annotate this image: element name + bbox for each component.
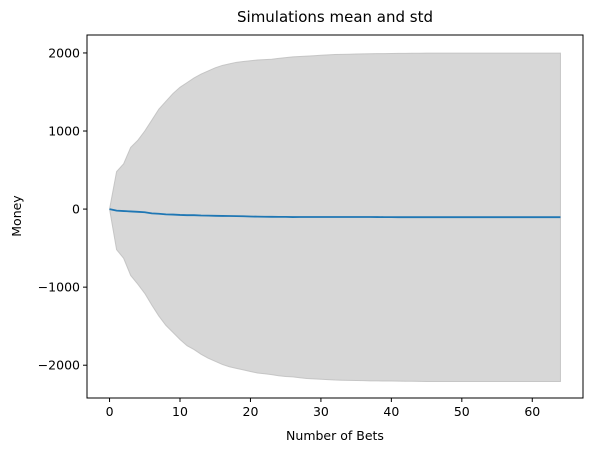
x-tick-label: 20 (243, 404, 259, 419)
x-tick-label: 30 (313, 404, 329, 419)
x-axis-ticks: 0 10 20 30 40 50 60 (106, 398, 540, 419)
axes-frame (86, 34, 584, 399)
plot-area (109, 52, 561, 382)
x-axis-label: Number of Bets (286, 428, 384, 443)
y-axis-label: Money (9, 195, 24, 237)
y-tick-label: −1000 (38, 280, 80, 295)
x-tick-label: 50 (454, 404, 470, 419)
chart-title: Simulations mean and std (237, 8, 433, 26)
x-tick-label: 60 (524, 404, 540, 419)
y-axis-ticks: −2000 −1000 0 1000 2000 (38, 45, 87, 373)
y-tick-label: 1000 (48, 124, 80, 139)
x-tick-label: 40 (383, 404, 399, 419)
y-tick-label: 2000 (48, 45, 80, 60)
x-tick-label: 10 (172, 404, 188, 419)
y-tick-label: −2000 (38, 358, 80, 373)
x-tick-label: 0 (106, 404, 114, 419)
mean-series-line (109, 208, 561, 219)
y-tick-label: 0 (72, 202, 80, 217)
